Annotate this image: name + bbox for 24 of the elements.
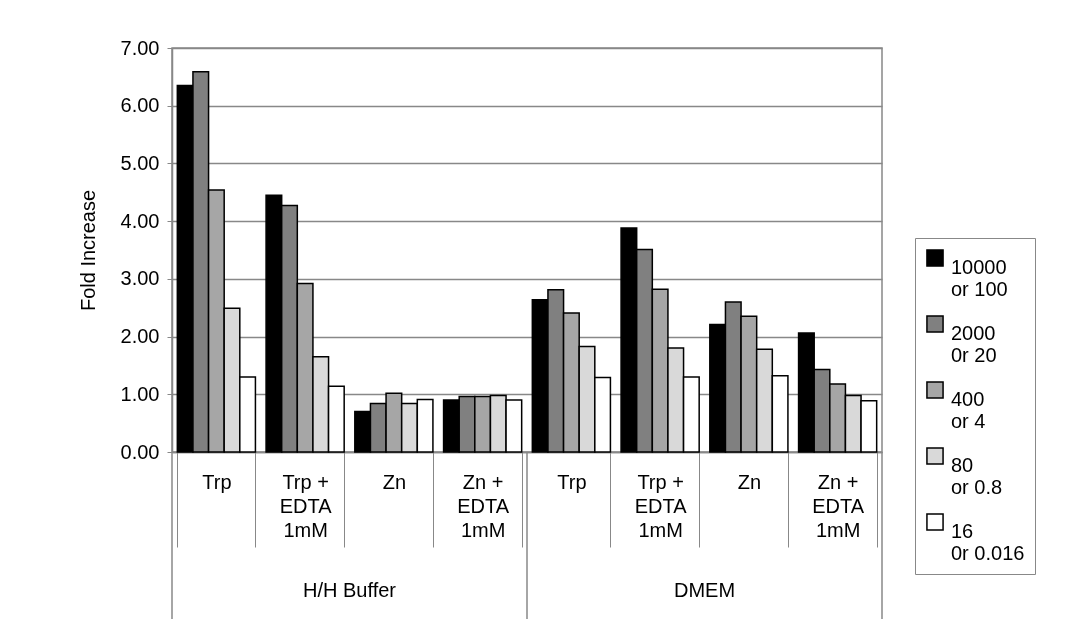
y-axis-title: Fold Increase (76, 189, 99, 312)
legend-label: 16 0r 0.016 (951, 520, 1025, 564)
x-tick-label: Trp (557, 470, 587, 493)
x-tick-label: Trp + EDTA 1mM (634, 470, 688, 541)
y-tick-label: 6.00 (120, 94, 160, 117)
x-tick-label: Zn (382, 470, 407, 493)
legend-label: 10000 or 100 (951, 256, 1008, 300)
text: H/H Buffer (303, 579, 397, 601)
text: DMEM (673, 579, 736, 601)
x-tick-label: Trp (202, 470, 232, 493)
y-tick-label: 1.00 (120, 382, 160, 405)
x-tick-label: Trp + EDTA 1mM (279, 470, 333, 541)
y-tick-label: 2.00 (120, 325, 160, 348)
y-tick-label: 4.00 (120, 209, 160, 232)
legend-label: 400 or 4 (951, 388, 986, 432)
x-tick-label: Zn + EDTA 1mM (457, 470, 510, 541)
x-tick-label: Zn + EDTA 1mM (812, 470, 865, 541)
legend-label: 2000 0r 20 (951, 322, 997, 366)
y-tick-label: 7.00 (120, 36, 160, 59)
y-tick-label: 3.00 (120, 267, 160, 290)
y-tick-label: 0.00 (120, 440, 160, 463)
y-tick-label: 5.00 (120, 151, 160, 174)
x-tick-label: Zn (737, 470, 762, 493)
legend-label: 80 or 0.8 (951, 454, 1003, 498)
